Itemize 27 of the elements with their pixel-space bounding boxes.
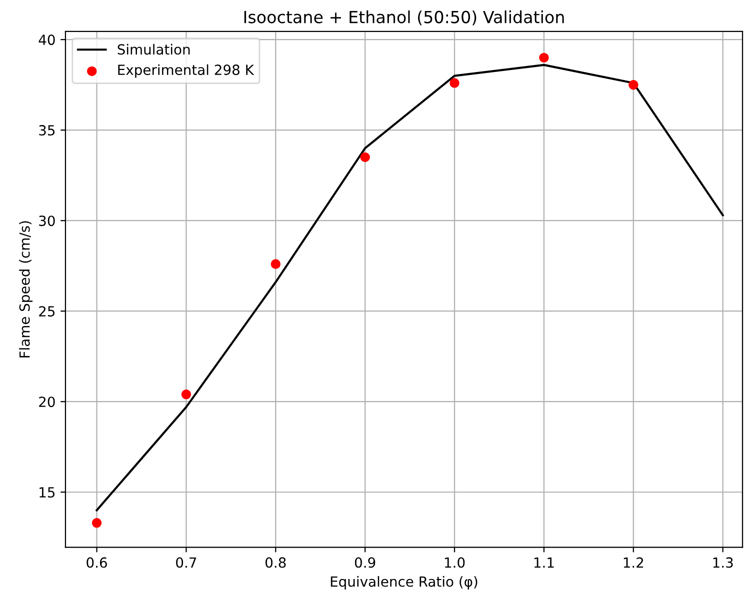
- point: [360, 152, 370, 162]
- x-tick-label: 0.9: [354, 557, 376, 568]
- line-series: [96, 64, 724, 512]
- x-tick-label: 1.0: [445, 557, 465, 568]
- x-tick-label: 1.2: [624, 557, 644, 568]
- legend-label: Experimental 298 K: [118, 64, 254, 78]
- y-tick-label: 30: [39, 216, 55, 226]
- point: [92, 518, 102, 528]
- point: [628, 80, 638, 90]
- point: [539, 52, 549, 63]
- y-axis-title: Flame Speed (cm/s): [19, 221, 33, 358]
- y-tick-label: 40: [38, 34, 55, 46]
- point: [270, 259, 281, 269]
- y-tick-label: 35: [39, 125, 55, 136]
- x-tick-label: 1.1: [534, 557, 554, 568]
- point: [450, 78, 460, 88]
- legend-label: Simulation: [118, 44, 190, 55]
- x-tick-label: 0.8: [266, 557, 286, 568]
- point: [181, 390, 192, 400]
- chart-title: Isooctane + Ethanol (50:50) Validation: [244, 10, 564, 26]
- y-tick-label: 15: [40, 487, 55, 498]
- y-tick-label: 25: [39, 306, 55, 317]
- x-tick-label: 0.7: [176, 557, 196, 568]
- y-tick-label: 20: [39, 396, 55, 408]
- x-axis-title: Equivalence Ratio (φ): [330, 576, 478, 590]
- x-tick-label: 0.6: [86, 557, 107, 568]
- x-tick-label: 1.3: [713, 557, 733, 568]
